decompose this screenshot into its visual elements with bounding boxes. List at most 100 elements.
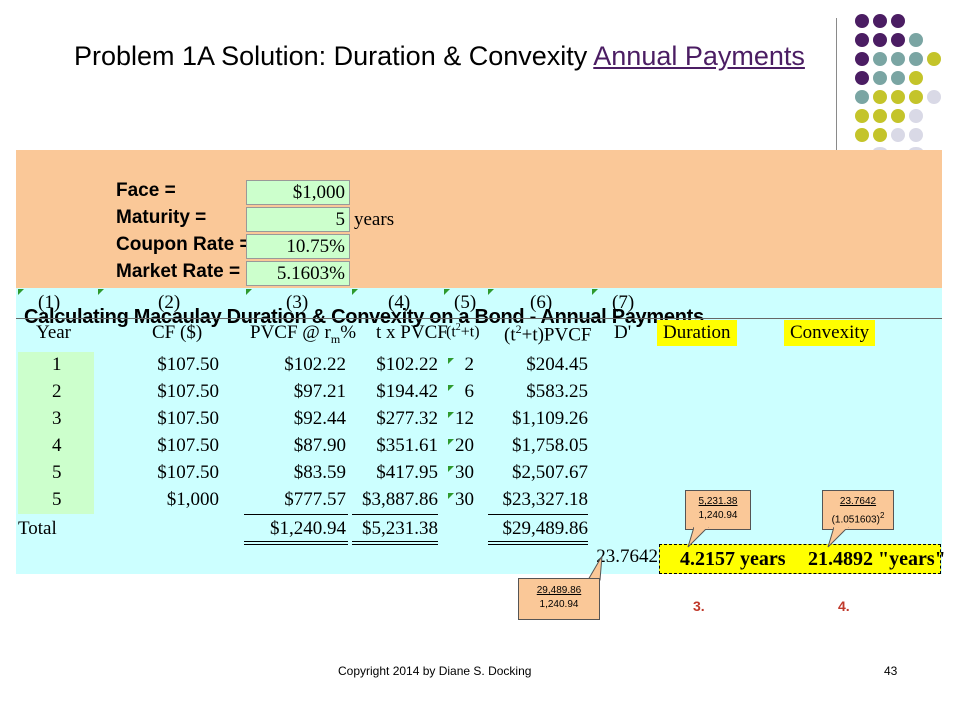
header-d: D' — [614, 322, 632, 343]
t2tpvcf-cell: $1,758.05 — [512, 435, 588, 456]
col-number-7: (7) — [612, 292, 635, 313]
dot — [855, 52, 869, 66]
tpvcf-cell: $102.22 — [376, 354, 438, 375]
tpvcf-cell: $351.61 — [376, 435, 438, 456]
year-cell: 5 — [52, 462, 62, 483]
dot — [891, 90, 905, 104]
d-callout-denominator: 1,240.94 — [539, 599, 579, 610]
cell-marker — [448, 466, 454, 472]
year-cell: 3 — [52, 408, 62, 429]
dot — [855, 109, 869, 123]
dot — [873, 128, 887, 142]
dot — [873, 14, 887, 28]
decorative-dot-grid — [850, 14, 950, 155]
slide-title: Problem 1A Solution: Duration & Convexit… — [74, 40, 814, 73]
dot — [891, 14, 905, 28]
t2tpvcf-cell: $204.45 — [526, 354, 588, 375]
dot — [891, 109, 905, 123]
header-t2t-sup: 2 — [455, 322, 461, 333]
header-t2t-pvcf-sup: 2 — [515, 322, 522, 336]
header-separator — [16, 318, 942, 319]
col-number-4: (4) — [388, 292, 411, 313]
tpvcf-cell: $3,887.86 — [362, 489, 438, 510]
tpvcf-cell: $277.32 — [376, 408, 438, 429]
duration-callout: 5,231.38 1,240.94 — [685, 490, 751, 530]
d-callout-numerator: 29,489.86 — [536, 585, 582, 596]
cell-marker — [246, 289, 252, 295]
col-number-1: (1) — [38, 292, 61, 313]
dot — [873, 109, 887, 123]
duration-callout-denominator: 1,240.94 — [698, 510, 738, 521]
header-year: Year — [36, 322, 72, 343]
parameters-band — [16, 150, 942, 288]
convexity-callout-den-sup: 2 — [879, 511, 885, 520]
copyright-footer: Copyright 2014 by Diane S. Docking — [338, 664, 532, 678]
pvcf-cell: $777.57 — [284, 489, 346, 510]
year-cell: 5 — [52, 489, 62, 510]
header-t2t-text: (t — [446, 323, 456, 341]
dot — [909, 52, 923, 66]
cell-marker — [448, 358, 454, 364]
market-rate-input[interactable]: 5.1603% — [246, 261, 350, 286]
t2tpvcf-cell: $2,507.67 — [512, 462, 588, 483]
cell-marker — [488, 289, 494, 295]
cell-marker — [98, 289, 104, 295]
results-row: 4.2157 years 21.4892 "years" — [659, 544, 946, 574]
t2t-cell: 12 — [455, 408, 474, 429]
dot — [855, 14, 869, 28]
col-number-3: (3) — [286, 292, 309, 313]
total-underline — [244, 541, 348, 545]
convexity-callout-pointer — [827, 527, 849, 548]
header-pvcf: PVCF @ rm% — [250, 322, 356, 347]
duration-callout-pointer — [687, 527, 709, 548]
market-rate-label: Market Rate = — [116, 261, 241, 282]
d-callout: 29,489.86 1,240.94 — [518, 578, 600, 620]
cell-marker — [448, 493, 454, 499]
coupon-rate-input[interactable]: 10.75% — [246, 234, 350, 259]
pvcf-cell: $87.90 — [293, 435, 346, 456]
cf-cell: $1,000 — [166, 489, 219, 510]
convexity-marker: 4. — [838, 598, 850, 614]
face-label: Face = — [116, 180, 176, 201]
header-t2t-end: +t) — [460, 323, 480, 341]
sum-line — [352, 514, 438, 515]
convexity-callout: 23.7642 (1.051603)2 — [822, 490, 894, 530]
header-cf: CF ($) — [152, 322, 203, 343]
maturity-unit: years — [354, 209, 395, 230]
sheet-title: Calculating Macaulay Duration & Convexit… — [24, 306, 704, 328]
year-cell: 2 — [52, 381, 62, 402]
t2t-cell: 6 — [464, 381, 475, 402]
dot — [891, 52, 905, 66]
page-number: 43 — [884, 664, 898, 678]
dot — [891, 71, 905, 85]
cell-marker — [448, 385, 454, 391]
dot — [909, 128, 923, 142]
maturity-input[interactable]: 5 — [246, 207, 350, 232]
cell-marker — [352, 289, 358, 295]
maturity-label: Maturity = — [116, 207, 207, 228]
cf-cell: $107.50 — [157, 408, 219, 429]
duration-callout-numerator: 5,231.38 — [698, 496, 738, 507]
sum-line — [488, 514, 588, 515]
cell-marker — [592, 289, 598, 295]
total-underline — [352, 541, 438, 545]
dot — [855, 90, 869, 104]
cf-cell: $107.50 — [157, 354, 219, 375]
total-tpvcf: $5,231.38 — [362, 518, 438, 539]
col-number-2: (2) — [158, 292, 181, 313]
annual-payments-link[interactable]: Annual Payments — [593, 41, 805, 71]
col-number-6: (6) — [530, 292, 553, 313]
face-input[interactable]: $1,000 — [246, 180, 350, 205]
header-pvcf-sub: m — [330, 331, 341, 346]
header-t2t-pvcf-text: (t — [504, 324, 516, 346]
header-t2t-pvcf: (t2+t)PVCF — [504, 322, 591, 346]
dot — [873, 33, 887, 47]
pvcf-cell: $83.59 — [293, 462, 346, 483]
cell-marker — [448, 439, 454, 445]
dot — [873, 90, 887, 104]
t2tpvcf-cell: $23,327.18 — [502, 489, 589, 510]
dot — [891, 33, 905, 47]
divider-line — [836, 18, 837, 153]
header-t-pvcf: t x PVCF — [376, 322, 448, 343]
dot — [855, 128, 869, 142]
